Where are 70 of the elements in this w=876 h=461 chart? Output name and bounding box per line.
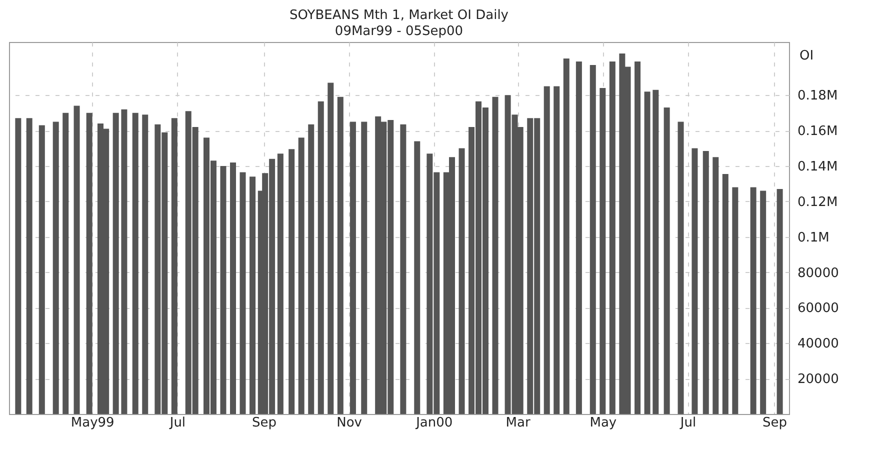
bar [240,172,246,414]
bar [52,122,59,414]
bar [86,112,92,414]
bar [414,141,420,414]
bar [702,150,709,414]
bar [230,162,236,414]
bar [492,96,498,414]
bar [712,157,719,414]
bar [600,88,606,414]
y-tick-label: 20000 [798,372,839,388]
bar [74,106,80,414]
bar [361,122,368,414]
bar [38,125,45,414]
bar [776,189,783,414]
y-tick-label: 40000 [798,336,839,352]
x-tick-label: May99 [70,416,114,430]
bar [400,124,406,414]
bar [62,112,69,414]
bar [112,112,119,414]
bar [308,124,314,414]
chart-subtitle: 09Mar99 - 05Sep00 [334,24,464,39]
y-tick-label: 0.1M [798,230,830,246]
bar [318,101,324,414]
y-tick-label: 0.14M [798,160,838,174]
bar [350,122,356,414]
bar [250,176,256,414]
bar [590,65,596,414]
bar [132,112,138,414]
y-axis-title: OI [800,48,814,64]
y-tick-label: 60000 [798,301,839,316]
x-tick-label: Jul [679,416,696,430]
bar [554,86,560,414]
bar [26,118,32,414]
y-tick-label: 0.16M [798,124,838,140]
x-tick-label: Jul [168,416,186,430]
bar [609,61,616,414]
bar [544,86,550,414]
bar [298,138,304,414]
bar [277,154,284,414]
bar [171,118,178,414]
bar [692,148,698,414]
bar [732,187,738,414]
bar [563,58,570,414]
bar [142,114,148,414]
bar [458,148,465,414]
bar [576,61,582,414]
bar [634,61,641,414]
y-tick-label: 80000 [798,266,839,281]
x-tick-label: Sep [762,416,787,430]
bar [664,108,670,414]
y-tick-label: 0.18M [798,88,838,104]
bar [644,92,650,414]
y-tick-label: 0.12M [798,194,838,210]
x-tick-label: Sep [252,416,276,430]
bar [652,90,659,414]
bar [678,122,684,414]
x-tick-label: Nov [336,416,362,430]
x-tick-label: Jan00 [415,416,453,430]
x-tick-label: Mar [506,416,531,430]
bar [220,166,226,414]
bar [15,118,22,414]
chart-title: SOYBEANS Mth 1, Market OI Daily [290,8,509,23]
bar [121,109,128,414]
bar [750,187,756,414]
bar [760,190,766,414]
bar [288,149,295,414]
bar [337,96,344,414]
x-tick-label: May [590,416,617,430]
bar [722,174,728,414]
bar [328,82,334,414]
